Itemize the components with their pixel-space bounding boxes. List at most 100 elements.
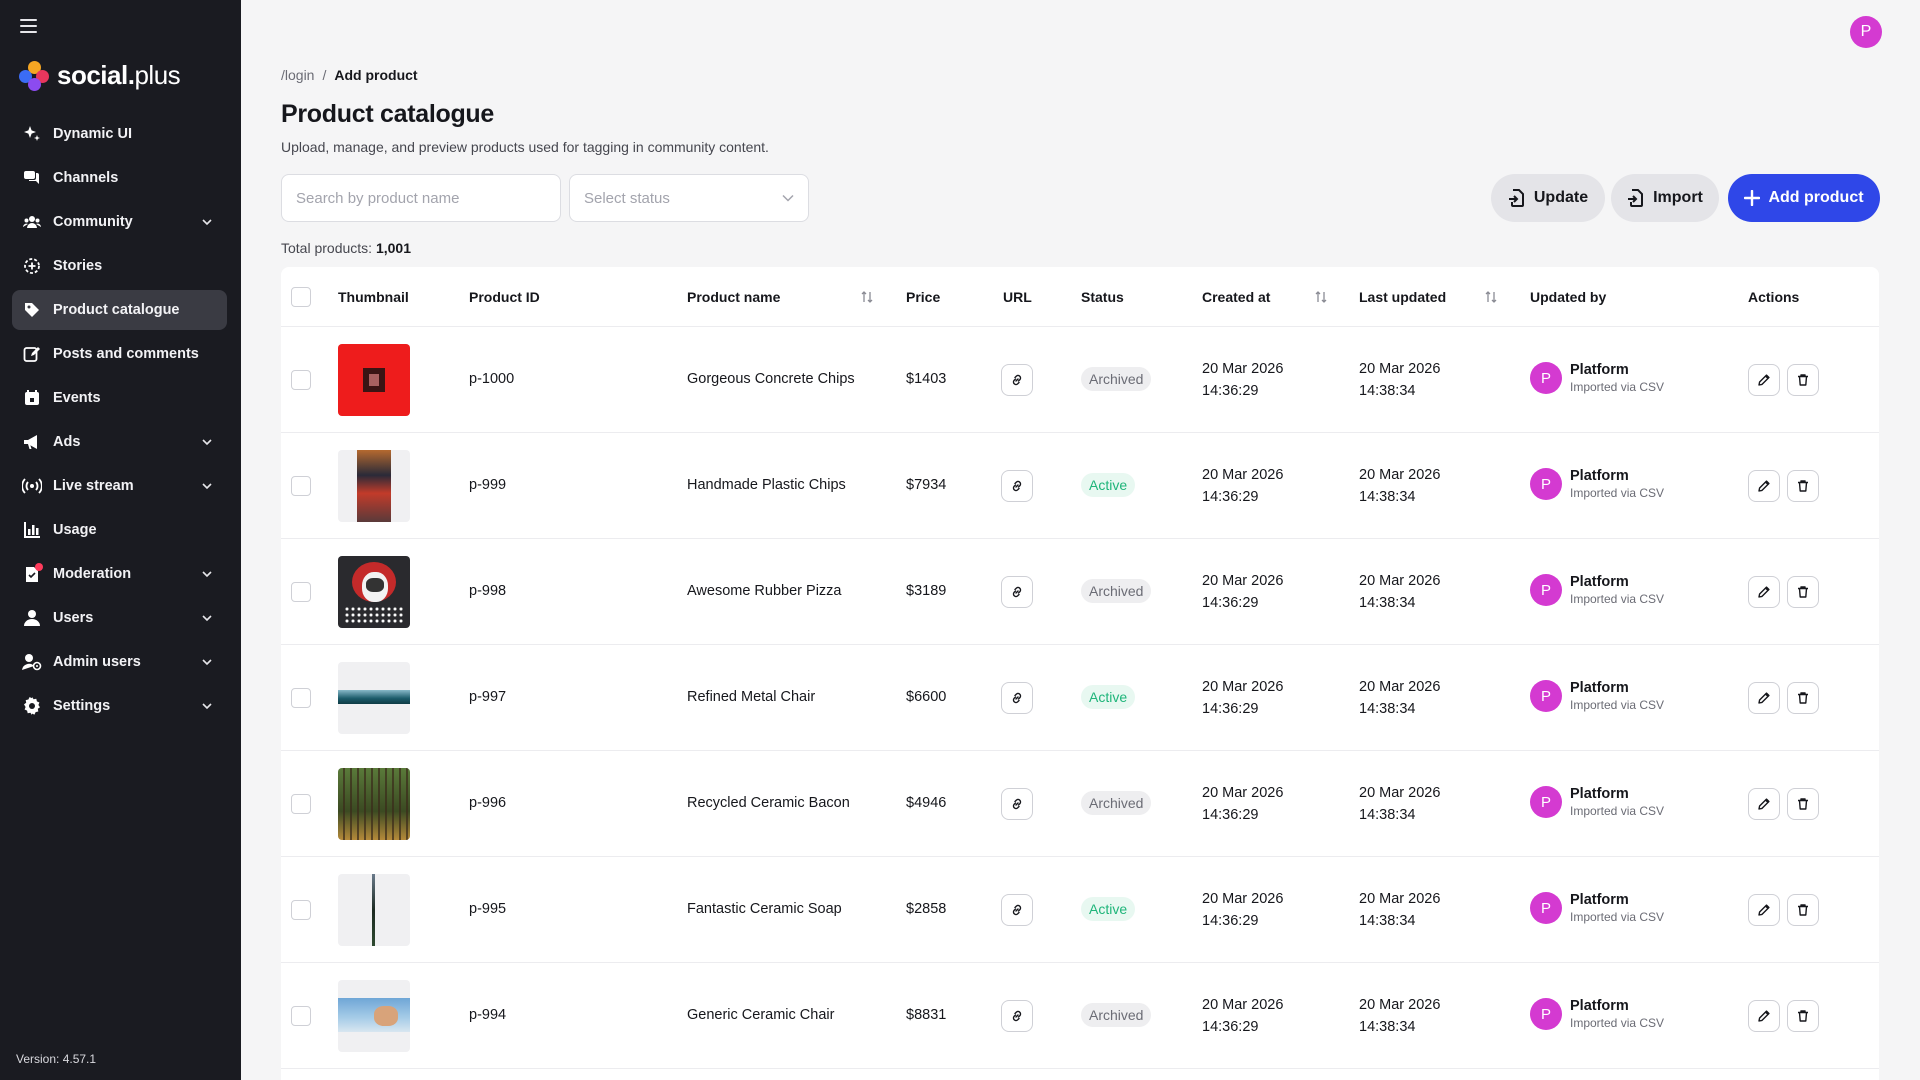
row-checkbox[interactable]	[291, 582, 311, 602]
product-thumbnail[interactable]	[338, 768, 410, 840]
updated-date: 20 Mar 2026	[1359, 679, 1441, 695]
sidebar-item-stories[interactable]: Stories	[12, 246, 227, 286]
link-icon	[1012, 586, 1022, 598]
add-product-button[interactable]: Add product	[1728, 174, 1880, 222]
row-checkbox[interactable]	[291, 688, 311, 708]
delete-button[interactable]	[1787, 788, 1819, 820]
column-header-updated-by: Updated by	[1530, 288, 1607, 305]
sidebar-item-label: Live stream	[53, 478, 134, 494]
product-thumbnail[interactable]	[338, 450, 410, 522]
product-thumbnail[interactable]	[338, 662, 410, 734]
sidebar: social.plus Dynamic UI Channels Community S…	[0, 0, 241, 1080]
delete-button[interactable]	[1787, 364, 1819, 396]
sidebar-item-community[interactable]: Community	[12, 202, 227, 242]
updated-by: P Platform Imported via CSV	[1530, 362, 1664, 394]
updated-time: 14:38:34	[1359, 807, 1416, 823]
row-checkbox[interactable]	[291, 794, 311, 814]
product-url-button[interactable]	[1001, 788, 1033, 820]
table-row[interactable]: p-998 Awesome Rubber Pizza $3189 Archived 20…	[281, 539, 1879, 645]
chevron-down-icon[interactable]	[202, 613, 212, 623]
sort-icon[interactable]	[1315, 290, 1327, 304]
product-id: p-1000	[469, 371, 515, 387]
chevron-down-icon[interactable]	[202, 481, 212, 491]
sidebar-item-posts-and-comments[interactable]: Posts and comments	[12, 334, 227, 374]
avatar[interactable]: P	[1850, 16, 1882, 48]
update-button[interactable]: Update	[1491, 174, 1605, 222]
sort-icon[interactable]	[1485, 290, 1497, 304]
sidebar-item-moderation[interactable]: Moderation	[12, 554, 227, 594]
total-products-label: Total products:	[281, 240, 373, 256]
product-url-button[interactable]	[1001, 1000, 1033, 1032]
row-checkbox[interactable]	[291, 900, 311, 920]
edit-button[interactable]	[1748, 894, 1780, 926]
edit-button[interactable]	[1748, 576, 1780, 608]
product-price: $3189	[906, 583, 947, 599]
created-time: 14:36:29	[1202, 1019, 1259, 1035]
chevron-down-icon[interactable]	[202, 701, 212, 711]
delete-button[interactable]	[1787, 682, 1819, 714]
product-url-button[interactable]	[1001, 682, 1033, 714]
updated-time: 14:38:34	[1359, 913, 1416, 929]
table-row[interactable]: p-1000 Gorgeous Concrete Chips $1403 Archiv…	[281, 327, 1879, 433]
product-thumbnail[interactable]	[338, 344, 410, 416]
sidebar-item-users[interactable]: Users	[12, 598, 227, 638]
total-products: Total products: 1,001	[281, 240, 411, 256]
product-thumbnail[interactable]	[338, 874, 410, 946]
chevron-down-icon[interactable]	[202, 217, 212, 227]
product-thumbnail[interactable]	[338, 980, 410, 1052]
product-url-button[interactable]	[1001, 470, 1033, 502]
sidebar-item-events[interactable]: Events	[12, 378, 227, 418]
delete-button[interactable]	[1787, 894, 1819, 926]
import-button[interactable]: Import	[1611, 174, 1719, 222]
search-input[interactable]	[281, 174, 561, 222]
status-select-placeholder: Select status	[584, 189, 670, 207]
table-row[interactable]: p-997 Refined Metal Chair $6600 Active 20 Ma…	[281, 645, 1879, 751]
delete-button[interactable]	[1787, 1000, 1819, 1032]
sidebar-item-product-catalogue[interactable]: Product catalogue	[12, 290, 227, 330]
table-row[interactable]: p-999 Handmade Plastic Chips $7934 Active 20…	[281, 433, 1879, 539]
chevron-down-icon[interactable]	[202, 569, 212, 579]
updated-by: P Platform Imported via CSV	[1530, 680, 1664, 712]
select-all-checkbox[interactable]	[291, 287, 311, 307]
product-id: p-994	[469, 1007, 507, 1023]
menu-icon[interactable]	[20, 19, 37, 35]
updated-date: 20 Mar 2026	[1359, 361, 1441, 377]
breadcrumb-parent[interactable]: /login	[281, 67, 315, 83]
edit-button[interactable]	[1748, 682, 1780, 714]
edit-button[interactable]	[1748, 788, 1780, 820]
product-thumbnail[interactable]	[338, 556, 410, 628]
sidebar-item-label: Ads	[53, 434, 81, 450]
product-url-button[interactable]	[1001, 364, 1033, 396]
updated-time: 14:38:34	[1359, 595, 1416, 611]
chevron-down-icon[interactable]	[202, 657, 212, 667]
row-checkbox[interactable]	[291, 1006, 311, 1026]
edit-button[interactable]	[1748, 1000, 1780, 1032]
table-row[interactable]: p-996 Recycled Ceramic Bacon $4946 Archived…	[281, 751, 1879, 857]
sort-icon[interactable]	[861, 290, 873, 304]
row-checkbox[interactable]	[291, 370, 311, 390]
sidebar-item-usage[interactable]: Usage	[12, 510, 227, 550]
row-checkbox[interactable]	[291, 476, 311, 496]
product-table: Thumbnail Product ID Product name Price …	[281, 267, 1879, 1080]
product-url-button[interactable]	[1001, 894, 1033, 926]
delete-button[interactable]	[1787, 576, 1819, 608]
sidebar-item-settings[interactable]: Settings	[12, 686, 227, 726]
sidebar-item-dynamic-ui[interactable]: Dynamic UI	[12, 114, 227, 154]
sidebar-item-ads[interactable]: Ads	[12, 422, 227, 462]
updated-by-source: Imported via CSV	[1570, 910, 1665, 924]
pencil-icon	[1758, 798, 1770, 810]
delete-button[interactable]	[1787, 470, 1819, 502]
updated-by: P Platform Imported via CSV	[1530, 892, 1664, 924]
chevron-down-icon[interactable]	[202, 437, 212, 447]
updated-by-source: Imported via CSV	[1570, 592, 1665, 606]
product-url-button[interactable]	[1001, 576, 1033, 608]
edit-button[interactable]	[1748, 470, 1780, 502]
add-product-button-label: Add product	[1768, 189, 1864, 206]
sidebar-item-admin-users[interactable]: Admin users	[12, 642, 227, 682]
table-row[interactable]: p-995 Fantastic Ceramic Soap $2858 Active 20…	[281, 857, 1879, 963]
edit-button[interactable]	[1748, 364, 1780, 396]
sidebar-item-channels[interactable]: Channels	[12, 158, 227, 198]
status-select[interactable]: Select status	[569, 174, 809, 222]
sidebar-item-live-stream[interactable]: Live stream	[12, 466, 227, 506]
table-row[interactable]: p-994 Generic Ceramic Chair $8831 Archived 2…	[281, 963, 1879, 1069]
